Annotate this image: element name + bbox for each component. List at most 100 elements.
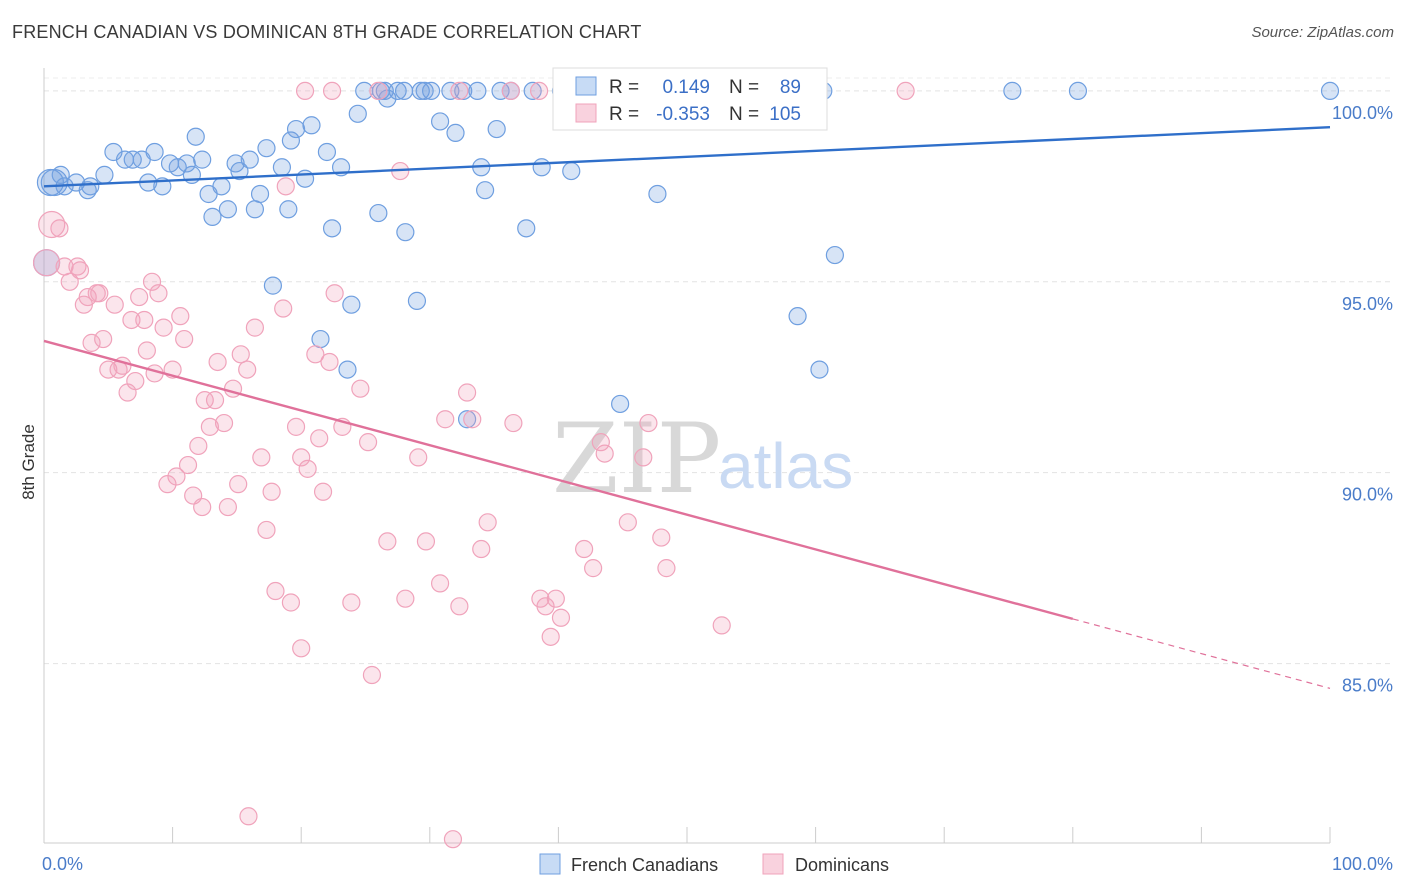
point-dominicans [298, 459, 317, 478]
watermark: ZIP atlas [552, 403, 853, 515]
point-dominicans [369, 81, 388, 101]
point-french-canadians [411, 81, 430, 101]
point-french-canadians [311, 329, 330, 349]
point-french-canadians [177, 154, 196, 173]
legend-swatch-dominicans [762, 853, 784, 875]
point-french-canadians [302, 116, 321, 135]
legend: French Canadians Dominicans [539, 853, 889, 875]
point-french-canadians [168, 158, 187, 177]
point-dominicans [171, 307, 190, 326]
point-dominicans [358, 433, 378, 452]
point-dominicans [193, 497, 212, 517]
point-dominicans [584, 559, 603, 578]
point-french-canadians [272, 158, 292, 177]
point-dominicans [231, 345, 250, 364]
y-axis-label: 8th Grade [19, 424, 38, 500]
point-dominicans [90, 284, 109, 303]
point-dominicans [135, 310, 154, 330]
point-dominicans [149, 284, 168, 303]
point-dominicans [575, 539, 594, 559]
point-dominicans [295, 81, 315, 101]
point-dominicans [99, 360, 118, 379]
point-dominicans [342, 593, 361, 612]
point-french-canadians [230, 161, 249, 181]
point-french-canadians [203, 207, 222, 226]
point-dominicans [214, 413, 234, 433]
stats-r-value-1: 0.149 [662, 77, 710, 98]
point-french-canadians [415, 81, 434, 101]
point-french-canadians [611, 394, 630, 414]
point-dominicans [396, 589, 415, 608]
point-dominicans [430, 574, 450, 593]
legend-swatch-french-canadians [539, 853, 561, 875]
point-dominicans [541, 627, 560, 646]
point-dominicans [105, 295, 124, 314]
point-dominicans [266, 581, 285, 601]
x-tick-label: 0.0% [42, 854, 83, 874]
point-french-canadians [394, 81, 414, 101]
point-dominicans [530, 81, 549, 101]
x-tick-labels: 0.0% 100.0% [42, 854, 1393, 874]
trend-line-french-canadians [43, 125, 1331, 188]
point-dominicans [238, 360, 257, 379]
point-dominicans [436, 410, 455, 429]
point-dominicans [634, 448, 653, 467]
point-french-canadians [281, 131, 301, 150]
point-french-canadians [250, 184, 270, 204]
point-french-canadians [1320, 81, 1340, 101]
point-dominicans [245, 318, 265, 337]
point-french-canadians [788, 307, 807, 326]
point-french-canadians [369, 203, 388, 223]
point-french-canadians [517, 219, 536, 238]
point-dominicans [70, 261, 90, 280]
watermark-zip: ZIP [552, 403, 721, 515]
point-french-canadians [218, 200, 237, 219]
point-french-canadians [396, 223, 415, 242]
point-french-canadians [446, 123, 465, 143]
point-french-canadians [186, 127, 205, 146]
stats-n-label-1: N = [729, 77, 759, 98]
point-dominicans [325, 284, 344, 303]
y-tick-labels: 85.0% 90.0% 95.0% 100.0% [1332, 103, 1393, 696]
point-dominicans [60, 272, 79, 291]
point-dominicans [657, 559, 676, 578]
point-french-canadians [322, 219, 342, 238]
point-french-canadians [523, 81, 542, 101]
stats-r-label-2: R = [609, 104, 639, 125]
y-tick-label: 95.0% [1342, 294, 1393, 314]
point-dominicans [595, 444, 614, 463]
point-dominicans [195, 391, 214, 410]
legend-label-french-canadians: French Canadians [571, 855, 718, 875]
point-french-canadians [193, 150, 212, 169]
point-dominicans [94, 329, 113, 349]
point-french-canadians [810, 360, 829, 379]
point-dominicans [409, 448, 428, 467]
point-french-canadians [457, 410, 477, 429]
point-dominicans [205, 391, 225, 410]
watermark-atlas: atlas [718, 430, 853, 502]
point-french-canadians [1068, 81, 1088, 101]
trend-lines [43, 125, 1331, 689]
trend-line-dominicans [43, 339, 1074, 621]
point-french-canadians [295, 169, 315, 188]
point-dominicans [378, 532, 397, 551]
point-french-canadians [263, 276, 283, 295]
point-dominicans [276, 177, 295, 196]
point-dominicans [450, 81, 469, 101]
point-dominicans [310, 429, 329, 448]
point-dominicans [252, 448, 271, 467]
point-dominicans [322, 81, 342, 101]
point-dominicans [137, 341, 156, 360]
point-dominicans [130, 287, 149, 307]
point-dominicans [351, 379, 370, 398]
point-dominicans [292, 448, 311, 467]
point-french-canadians [145, 142, 164, 162]
point-dominicans [142, 272, 162, 291]
point-french-canadians [388, 81, 407, 101]
stats-swatch-french-canadians [575, 76, 597, 96]
point-dominicans [546, 589, 565, 608]
y-tick-label: 100.0% [1332, 103, 1393, 123]
point-dominicans [175, 329, 194, 349]
point-dominicans [501, 81, 520, 101]
